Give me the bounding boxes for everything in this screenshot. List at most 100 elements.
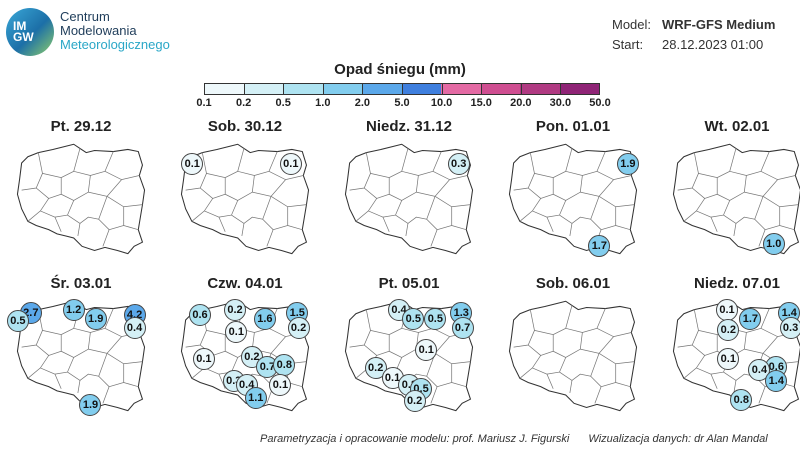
region-border <box>553 175 583 201</box>
snowfall-value-marker: 1.7 <box>588 235 611 258</box>
legend-swatch <box>520 84 560 94</box>
region-border <box>594 386 602 404</box>
region-border <box>218 200 239 218</box>
region-border <box>683 355 706 379</box>
snowfall-value-marker: 0.3 <box>779 316 800 339</box>
region-border <box>565 151 606 176</box>
org-name-line-3: Meteorologicznego <box>60 37 170 52</box>
region-border <box>237 151 278 176</box>
snowfall-value-marker: 0.2 <box>364 357 387 380</box>
credits: Parametryzacja i opracowanie modelu: pro… <box>260 433 768 445</box>
region-border <box>225 175 255 201</box>
imgw-logo: IM GW Centrum Modelowania Meteorologiczn… <box>6 6 196 62</box>
snowfall-value-marker: 0.6 <box>189 304 212 327</box>
region-border <box>723 196 764 224</box>
region-border <box>451 382 467 388</box>
region-border <box>98 206 125 231</box>
snowfall-value-marker: 1.9 <box>79 394 102 417</box>
region-border <box>67 353 108 381</box>
forecast-panel: Niedz. 31.12 0.3 <box>334 118 484 268</box>
model-label: Model: <box>612 17 652 32</box>
snowfall-value-marker: 0.8 <box>730 388 753 411</box>
region-border <box>729 151 770 176</box>
region-border <box>61 332 91 358</box>
legend-tick <box>283 83 285 95</box>
region-border <box>569 223 573 236</box>
region-border <box>691 334 718 356</box>
region-border <box>61 175 91 201</box>
region-border <box>754 206 781 231</box>
forecast-panel: Niedz. 07.01 0.1 1.4 1.7 0.3 0.2 0.1 0.6 0.4 1.4 0… <box>662 275 800 425</box>
region-border <box>696 367 718 389</box>
logo-letters-bottom: GW <box>13 30 34 44</box>
poland-map <box>16 143 146 255</box>
legend-label: 20.0 <box>510 97 532 109</box>
region-border <box>262 206 289 231</box>
region-border <box>546 200 567 218</box>
region-border <box>185 152 207 191</box>
forecast-panel: Sob. 06.01 <box>498 275 648 425</box>
forecast-panel: Śr. 03.01 2.7 1.2 4.2 0.5 1.9 0.4 1.9 <box>6 275 156 425</box>
poland-map <box>344 143 474 255</box>
region-border <box>73 151 114 176</box>
legend-swatch <box>441 84 481 94</box>
region-border <box>123 225 139 231</box>
region-border <box>98 363 125 388</box>
region-border <box>35 334 62 356</box>
snowfall-value-marker: 1.6 <box>253 307 276 330</box>
region-border <box>430 386 438 404</box>
region-border <box>430 229 438 247</box>
region-border <box>534 148 573 178</box>
region-border <box>559 353 600 381</box>
region-border <box>596 328 632 338</box>
region-border <box>363 334 390 356</box>
region-border <box>405 223 409 236</box>
org-name-line-2: Modelowania <box>60 23 137 38</box>
legend-label: 5.0 <box>394 97 410 109</box>
region-border <box>532 210 554 232</box>
legend-tick <box>243 83 245 95</box>
poland-map <box>180 143 310 255</box>
region-border <box>77 223 81 236</box>
panel-date-title: Czw. 04.01 <box>207 275 283 292</box>
region-border <box>389 332 419 358</box>
legend-label: 2.0 <box>354 97 371 109</box>
legend-label: 0.2 <box>235 97 252 109</box>
legend-swatch <box>362 84 403 94</box>
country-outline <box>672 143 800 255</box>
legend-tick <box>481 83 483 95</box>
snowfall-value-marker: 0.1 <box>381 366 404 389</box>
region-border <box>426 206 453 231</box>
region-border <box>241 223 245 236</box>
panel-date-title: Sob. 30.12 <box>207 118 283 135</box>
snowfall-value-marker: 0.1 <box>192 348 215 371</box>
snowfall-value-marker: 0.5 <box>402 307 425 330</box>
legend-swatch <box>244 84 284 94</box>
snowfall-value-marker: 0.1 <box>269 373 292 396</box>
region-border <box>21 152 43 191</box>
region-border <box>42 148 81 178</box>
logo-letters-top: IM <box>13 19 27 33</box>
snowfall-value-marker: 0.1 <box>279 152 302 175</box>
panel-date-title: Sob. 06.01 <box>535 275 611 292</box>
region-border <box>527 177 554 199</box>
region-border <box>615 225 631 231</box>
panel-date-title: Wt. 02.01 <box>704 118 770 135</box>
region-border <box>677 309 699 348</box>
country-outline <box>508 143 638 255</box>
region-border <box>389 175 419 201</box>
legend-swatch <box>559 84 600 94</box>
org-name-line-1: Centrum <box>60 9 110 24</box>
panel-date-title: Śr. 03.01 <box>50 275 112 292</box>
snowfall-value-marker: 0.1 <box>717 348 740 371</box>
region-border <box>532 367 554 389</box>
region-border <box>252 179 286 197</box>
region-border <box>123 382 139 388</box>
legend-label: 0.1 <box>196 97 212 109</box>
region-border <box>370 148 409 178</box>
region-border <box>102 386 110 404</box>
region-border <box>615 382 631 388</box>
snowfall-value-marker: 0.4 <box>748 359 771 382</box>
snowfall-value-marker: 0.2 <box>224 298 247 321</box>
legend-title: Opad śniegu (mm) <box>334 61 466 78</box>
